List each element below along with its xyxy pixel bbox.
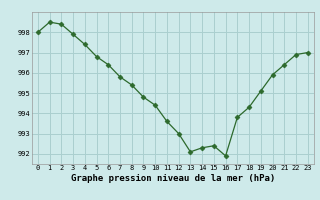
- X-axis label: Graphe pression niveau de la mer (hPa): Graphe pression niveau de la mer (hPa): [71, 174, 275, 183]
